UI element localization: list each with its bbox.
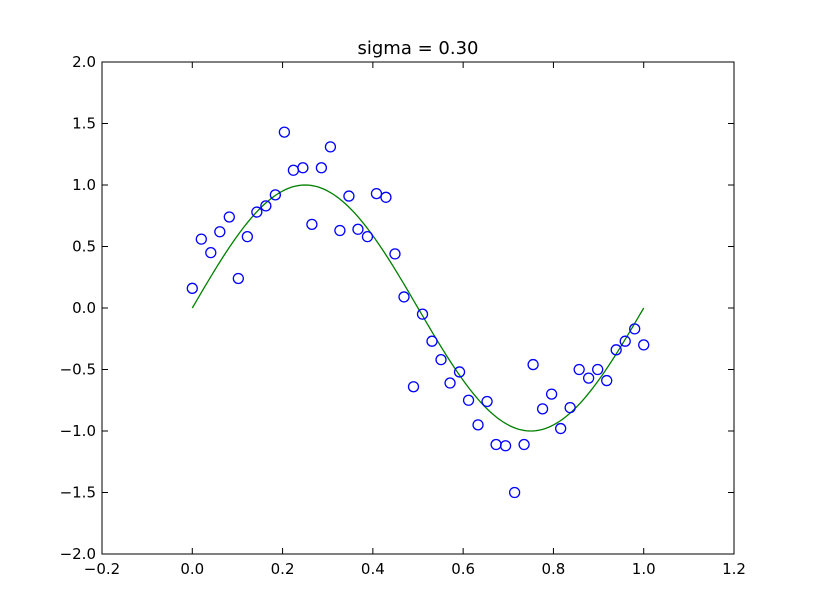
data-point [214,226,226,238]
data-point [297,162,309,174]
data-point [426,335,438,347]
data-point [508,486,521,499]
plot-frame [101,61,735,555]
x-tick-label: 0.8 [541,560,565,578]
data-point [186,282,198,294]
data-point [232,272,244,285]
data-point [555,422,567,435]
data-point [545,388,558,400]
data-point [527,358,539,371]
data-point [241,231,254,243]
data-point [251,206,263,218]
data-point [398,291,410,303]
data-point [601,374,613,387]
data-point [481,395,493,408]
x-tick-label: 0.2 [271,560,295,578]
data-point [619,335,631,347]
data-point [195,233,207,245]
data-point [453,366,466,378]
data-point [592,363,604,376]
y-tick-label: −0.5 [60,361,96,379]
y-tick-label: 1.5 [72,115,96,133]
data-point [269,189,282,201]
ticks-layer: −0.2 0.0 0.2 0.4 0.6 0.8 1.0 1.2 −2.0 −1.5 −1.0 −0.… [60,53,746,578]
data-point [629,323,641,335]
data-point [352,223,364,235]
data-point [638,339,650,351]
data-point [315,162,328,174]
data-point [610,344,622,356]
data-point [435,354,447,366]
y-tick-label: −1.5 [60,484,96,502]
x-tick-label: 0.4 [361,560,385,578]
data-point [306,218,318,231]
chart-title: sigma = 0.30 [358,38,479,59]
data-point [361,231,374,243]
data-point [564,401,576,414]
points-layer [186,126,650,499]
y-tick-label: 0.0 [72,299,96,317]
y-tick-label: −2.0 [60,545,96,563]
data-point [334,224,346,237]
data-point [462,394,475,406]
data-point [472,419,484,431]
y-tick-label: −1.0 [60,422,96,440]
data-point [518,438,530,451]
data-point [573,363,585,376]
x-tick-label: −0.2 [84,560,120,578]
data-point [582,372,595,384]
data-point [407,381,420,393]
data-point [536,403,549,415]
data-point [205,246,217,259]
data-point [389,248,401,260]
data-point [444,377,456,389]
y-tick-label: 2.0 [72,53,96,71]
data-point [260,200,272,212]
data-point [499,440,512,452]
x-tick-label: 1.0 [632,560,656,578]
data-point [278,126,291,138]
y-tick-label: 1.0 [72,176,96,194]
data-point [324,141,337,153]
data-point [370,187,383,200]
data-point [416,308,429,320]
x-tick-label: 1.2 [722,560,746,578]
data-point [343,190,355,202]
y-tick-label: 0.5 [72,238,96,256]
x-tick-label: 0.0 [180,560,204,578]
data-point [380,191,392,203]
x-tick-label: 0.6 [451,560,475,578]
data-point [223,211,235,223]
